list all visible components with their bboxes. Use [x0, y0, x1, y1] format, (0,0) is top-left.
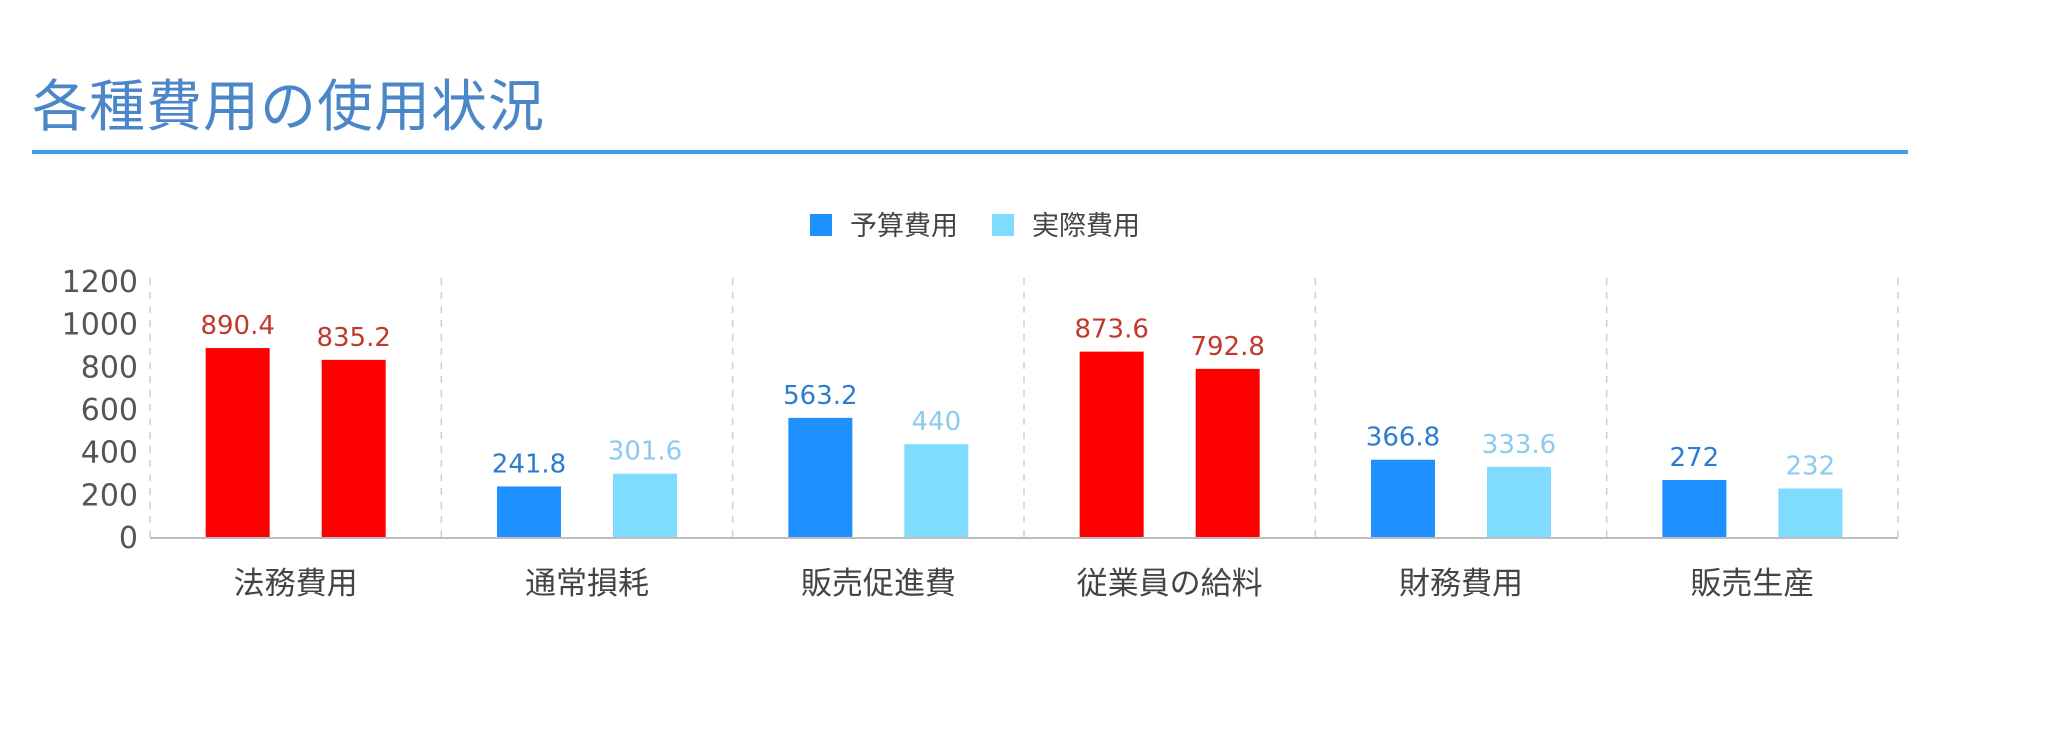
bar [1371, 459, 1435, 538]
data-label: 890.4 [200, 311, 274, 341]
data-label: 272 [1670, 443, 1720, 473]
data-label: 241.8 [492, 449, 566, 479]
bar [1778, 488, 1843, 538]
chart-grid [149, 278, 1899, 538]
data-label: 333.6 [1482, 430, 1556, 460]
x-category-label: 販売生産 [1690, 566, 1814, 602]
title-underline [32, 150, 1908, 154]
chart-legend: 予算費用 実際費用 [810, 211, 1140, 242]
y-tick-label: 1200 [62, 265, 138, 300]
legend-swatch [810, 214, 832, 236]
x-axis: 法務費用 通常損耗 販売促進費 従業員の給料 財務費用 販売生産 [150, 537, 1898, 602]
data-label: 366.8 [1366, 423, 1440, 453]
y-tick-label: 200 [81, 478, 138, 513]
data-label: 232 [1786, 452, 1836, 482]
legend-label: 予算費用 [850, 211, 958, 242]
bars-layer: 890.4 835.2 241.8 301.6 563.2 440 873.6 792.8 36… [200, 311, 1843, 538]
y-axis: 0 200 400 600 800 1000 1200 [62, 265, 138, 556]
data-label: 835.2 [316, 323, 390, 353]
bar [205, 348, 270, 538]
bar [1195, 368, 1260, 538]
x-category-label: 販売促進費 [801, 566, 956, 602]
legend-label: 実際費用 [1032, 211, 1140, 242]
data-label: 792.8 [1190, 332, 1264, 362]
data-label: 873.6 [1074, 315, 1148, 345]
y-tick-label: 1000 [62, 308, 138, 343]
y-tick-label: 400 [81, 436, 138, 471]
bar [904, 444, 969, 538]
y-tick-label: 600 [81, 393, 138, 428]
bar [613, 473, 677, 538]
bar [321, 359, 386, 538]
bar [788, 417, 853, 538]
y-tick-label: 800 [81, 350, 138, 385]
x-category-label: 財務費用 [1399, 566, 1523, 602]
x-category-label: 法務費用 [234, 566, 358, 602]
y-tick-label: 0 [119, 521, 138, 556]
page-title: 各種費用の使用状況 [32, 75, 545, 140]
data-label: 563.2 [783, 381, 857, 411]
bar [1662, 479, 1727, 538]
data-label: 440 [912, 407, 962, 437]
bar [497, 486, 561, 538]
data-label: 301.6 [608, 437, 682, 467]
x-category-label: 従業員の給料 [1077, 566, 1263, 602]
bar [1079, 351, 1144, 538]
legend-swatch [992, 214, 1014, 236]
bar [1487, 466, 1551, 538]
x-category-label: 通常損耗 [525, 566, 649, 602]
